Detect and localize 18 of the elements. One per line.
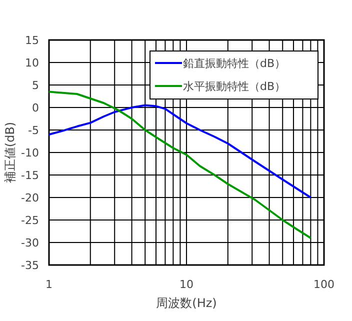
y-tick-label: -20 xyxy=(21,192,39,204)
y-tick-label: 0 xyxy=(32,102,39,114)
y-tick-label: 10 xyxy=(25,56,39,70)
legend-label: 鉛直振動特性（dB） xyxy=(183,57,286,70)
y-tick-label: -10 xyxy=(21,146,39,160)
y-tick-label: -15 xyxy=(21,169,39,182)
y-tick-label: 5 xyxy=(32,79,39,92)
x-tick-label: 100 xyxy=(314,278,334,291)
x-tick-label: 1 xyxy=(46,278,52,291)
y-tick-label: 15 xyxy=(25,34,39,47)
y-tick-label: -30 xyxy=(21,236,39,250)
y-tick-label: -5 xyxy=(28,124,39,137)
legend-label: 水平振動特性（dB） xyxy=(183,80,286,93)
y-tick-label: -35 xyxy=(21,259,39,272)
y-tick-label: -25 xyxy=(21,214,39,227)
y-axis-title: 補正値(dB) xyxy=(3,122,17,184)
x-tick-label: 10 xyxy=(180,278,194,291)
x-axis-title: 周波数(Hz) xyxy=(156,296,217,310)
